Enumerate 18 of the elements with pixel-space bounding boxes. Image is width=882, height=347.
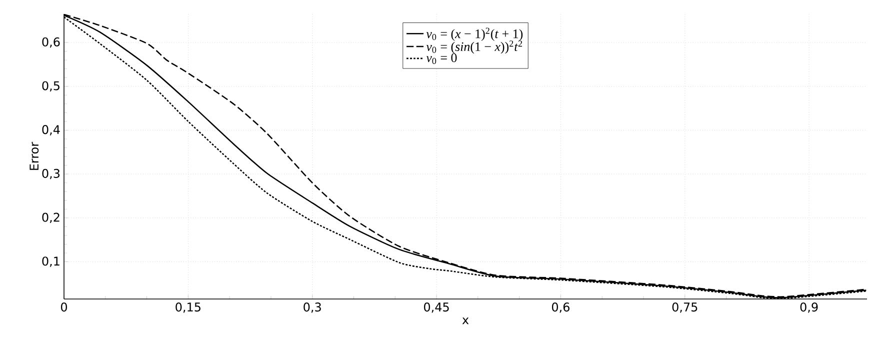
text: v$_{0}$ = (x − 1)$^{2}$(t + 1) [426,28,523,41]
y-axis-title: Error [30,142,39,170]
x-tick-label: 0,6 [552,302,570,313]
y-tick-label: 0,3 [42,168,60,180]
legend-label: v$_{0}$ = 0 [426,53,457,64]
x-tick-label: 0,75 [672,302,698,313]
x-tick-label: 0,45 [424,302,449,313]
x-tick-label: 0,15 [176,302,200,313]
y-tick-label: 0,5 [42,81,60,92]
y-tick-label: 0,1 [42,256,60,267]
x-axis-title: x [462,318,469,324]
y-tick-label: 0,4 [42,125,60,136]
x-tick-label: 0 [60,302,68,312]
y-tick-label: 0,2 [42,212,60,224]
x-tick-label: 0,9 [800,302,818,313]
text: v$_{0}$ = (sin(1 − x))$^{2}$t$^{2}$ [426,40,522,54]
x-tick-label: 0,3 [304,302,321,313]
y-tick-label: 0,6 [42,37,60,48]
